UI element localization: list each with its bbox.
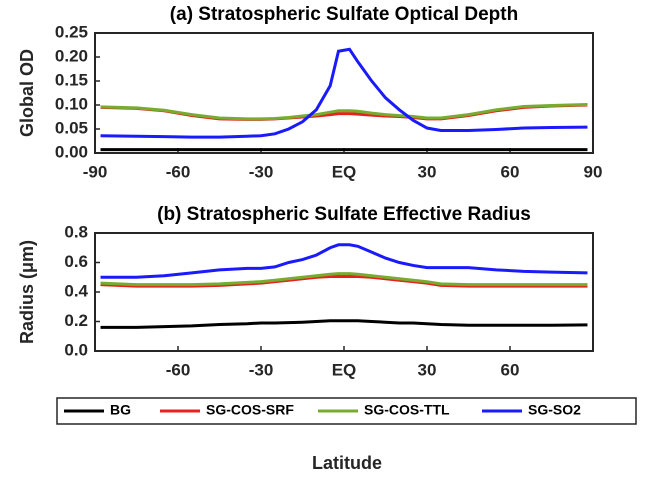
y-tick-label: 0.10 — [55, 94, 88, 113]
y-tick-label: 0.00 — [55, 142, 88, 161]
x-axis-label: Latitude — [312, 453, 382, 473]
axes-box — [94, 232, 594, 352]
y-tick-label: 0.6 — [64, 252, 88, 271]
x-tick-label: 60 — [501, 360, 520, 379]
chart-title: (a) Stratospheric Sulfate Optical Depth — [170, 4, 518, 25]
x-tick-label: -60 — [166, 360, 191, 379]
y-tick-label: 0.25 — [55, 22, 88, 41]
data-line — [100, 243, 588, 279]
y-tick-label: 0.05 — [55, 118, 88, 137]
data-line — [100, 272, 588, 287]
data-line — [100, 47, 588, 139]
y-tick-label: 0.2 — [64, 311, 88, 330]
chart-title: (b) Stratospheric Sulfate Effective Radi… — [157, 204, 531, 225]
data-line — [100, 103, 588, 121]
x-tick-label: -30 — [249, 360, 274, 379]
y-axis-label: Radius (μm) — [17, 240, 37, 344]
y-tick-label: 0.15 — [55, 70, 88, 89]
y-tick-label: 0.8 — [64, 222, 88, 241]
x-tick-label: 90 — [584, 162, 603, 181]
data-line — [100, 319, 588, 329]
x-tick-label: EQ — [332, 162, 357, 181]
legend-label: SG-COS-SRF — [206, 402, 294, 418]
legend-label: BG — [110, 402, 131, 418]
x-tick-label: EQ — [332, 360, 357, 379]
axes-box — [94, 32, 594, 154]
y-tick-label: 0.4 — [64, 281, 88, 300]
x-tick-label: 30 — [418, 162, 437, 181]
x-tick-label: -30 — [249, 162, 274, 181]
y-tick-label: 0.20 — [55, 46, 88, 65]
x-tick-label: -60 — [166, 162, 191, 181]
y-tick-label: 0.0 — [64, 340, 88, 359]
y-axis-label: Global OD — [17, 49, 37, 137]
legend-label: SG-SO2 — [528, 402, 581, 418]
x-tick-label: 30 — [418, 360, 437, 379]
x-tick-label: 60 — [501, 162, 520, 181]
x-tick-label: -90 — [83, 162, 108, 181]
legend-label: SG-COS-TTL — [364, 402, 450, 418]
